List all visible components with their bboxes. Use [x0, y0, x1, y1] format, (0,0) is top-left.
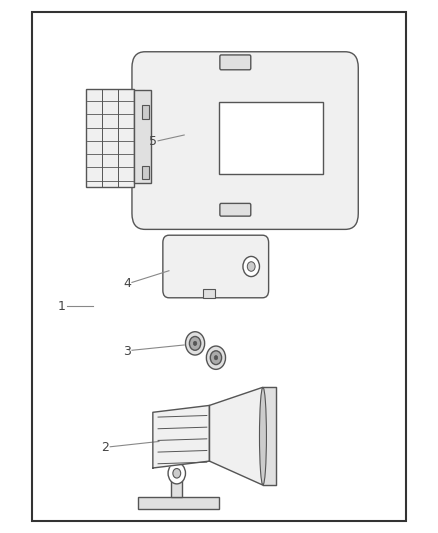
- FancyBboxPatch shape: [163, 235, 268, 298]
- Polygon shape: [153, 406, 209, 468]
- Polygon shape: [209, 387, 262, 485]
- Circle shape: [243, 256, 259, 277]
- FancyBboxPatch shape: [203, 289, 215, 298]
- Polygon shape: [262, 387, 276, 485]
- FancyBboxPatch shape: [132, 52, 358, 229]
- Text: 1: 1: [58, 300, 66, 313]
- Circle shape: [189, 336, 201, 350]
- FancyBboxPatch shape: [86, 89, 134, 187]
- Circle shape: [210, 351, 222, 365]
- Bar: [171, 477, 183, 497]
- Text: 2: 2: [102, 441, 110, 454]
- Circle shape: [206, 346, 226, 369]
- FancyBboxPatch shape: [220, 204, 251, 216]
- Text: 3: 3: [123, 345, 131, 358]
- FancyBboxPatch shape: [219, 102, 323, 174]
- Text: 5: 5: [149, 135, 157, 148]
- FancyBboxPatch shape: [220, 55, 251, 70]
- FancyBboxPatch shape: [138, 497, 219, 510]
- FancyBboxPatch shape: [142, 166, 149, 179]
- Circle shape: [214, 356, 218, 360]
- Circle shape: [247, 262, 255, 271]
- FancyBboxPatch shape: [142, 106, 149, 118]
- Circle shape: [168, 463, 185, 484]
- Text: 4: 4: [123, 277, 131, 290]
- Circle shape: [193, 341, 197, 345]
- Circle shape: [185, 332, 205, 355]
- Ellipse shape: [259, 387, 266, 485]
- Circle shape: [173, 469, 181, 478]
- FancyBboxPatch shape: [134, 91, 151, 183]
